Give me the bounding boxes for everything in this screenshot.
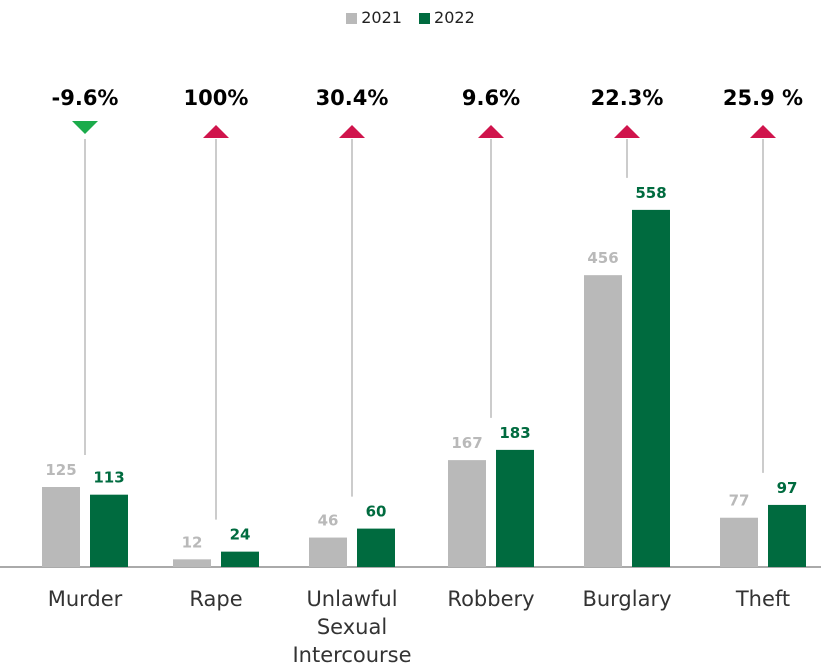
bar-2021-2 xyxy=(309,537,347,567)
value-label-2021-1: 12 xyxy=(182,533,203,551)
value-label-2021-4: 456 xyxy=(587,249,618,267)
category-label-1: Rape xyxy=(189,587,243,611)
bar-2022-0 xyxy=(90,494,128,567)
change-label-0: -9.6% xyxy=(51,86,119,110)
legend-item-2021: 2021 xyxy=(346,8,402,27)
bar-2021-0 xyxy=(42,487,80,567)
bar-2021-3 xyxy=(448,460,486,567)
up-arrow-icon-3 xyxy=(478,125,504,138)
legend-label-2022: 2022 xyxy=(434,8,475,27)
value-label-2022-2: 60 xyxy=(366,503,387,521)
value-label-2022-5: 97 xyxy=(777,479,798,497)
category-label-5: Theft xyxy=(735,587,791,611)
value-label-2021-0: 125 xyxy=(45,461,76,479)
up-arrow-icon-1 xyxy=(203,125,229,138)
change-label-2: 30.4% xyxy=(315,86,389,110)
change-label-3: 9.6% xyxy=(461,86,521,110)
legend: 2021 2022 xyxy=(0,8,821,27)
up-arrow-icon-5 xyxy=(750,125,776,138)
bar-2022-1 xyxy=(221,551,259,567)
legend-swatch-2022 xyxy=(419,13,431,24)
change-label-5: 25.9 % xyxy=(722,86,804,110)
down-arrow-icon-0 xyxy=(72,121,98,134)
value-label-2022-4: 558 xyxy=(635,184,666,202)
value-label-2022-1: 24 xyxy=(230,526,251,544)
legend-label-2021: 2021 xyxy=(361,8,402,27)
value-label-2022-0: 113 xyxy=(93,469,124,487)
bar-2022-4 xyxy=(632,209,670,567)
bar-2021-5 xyxy=(720,517,758,567)
category-label-3: Robbery xyxy=(447,587,535,611)
value-label-2021-5: 77 xyxy=(729,492,750,510)
change-label-4: 22.3% xyxy=(590,86,664,110)
legend-swatch-2021 xyxy=(346,13,358,24)
bar-2022-3 xyxy=(496,449,534,567)
value-label-2022-3: 183 xyxy=(499,424,530,442)
category-label-0: Murder xyxy=(47,587,123,611)
bar-2022-5 xyxy=(768,504,806,567)
category-label-2: Unlawful Sexual Intercourse xyxy=(292,587,412,667)
legend-item-2022: 2022 xyxy=(419,8,475,27)
bar-2021-1 xyxy=(173,559,211,567)
up-arrow-icon-4 xyxy=(614,125,640,138)
up-arrow-icon-2 xyxy=(339,125,365,138)
bar-2022-2 xyxy=(357,528,395,567)
category-label-4: Burglary xyxy=(582,587,672,611)
change-label-1: 100% xyxy=(183,86,249,110)
value-label-2021-3: 167 xyxy=(451,434,482,452)
bar-2021-4 xyxy=(584,275,622,567)
value-label-2021-2: 46 xyxy=(318,512,339,530)
